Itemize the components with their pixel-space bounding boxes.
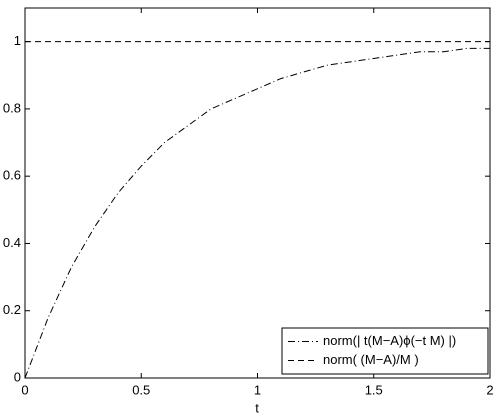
y-tick-label: 0.8 bbox=[3, 100, 21, 115]
x-tick-label: 1.5 bbox=[365, 382, 383, 397]
x-axis-label: t bbox=[255, 400, 259, 415]
y-tick-label: 0 bbox=[14, 369, 21, 384]
x-tick-label: 0 bbox=[21, 382, 28, 397]
y-tick-label: 0.2 bbox=[3, 302, 21, 317]
series-line bbox=[24, 47, 490, 379]
x-tick-label: 0.5 bbox=[132, 382, 150, 397]
y-tick-label: 1 bbox=[14, 33, 21, 48]
y-tick-label: 0.4 bbox=[3, 235, 21, 250]
legend-label: norm(| t(M−A)ϕ(−t M) |) bbox=[323, 333, 456, 348]
legend-box bbox=[281, 327, 489, 375]
plot-frame bbox=[24, 7, 491, 379]
x-tick-label: 2 bbox=[486, 382, 493, 397]
x-tick-label: 1 bbox=[254, 382, 261, 397]
y-tick-label: 0.6 bbox=[3, 168, 21, 183]
legend-label: norm( (M−A)/M ) bbox=[323, 352, 419, 367]
